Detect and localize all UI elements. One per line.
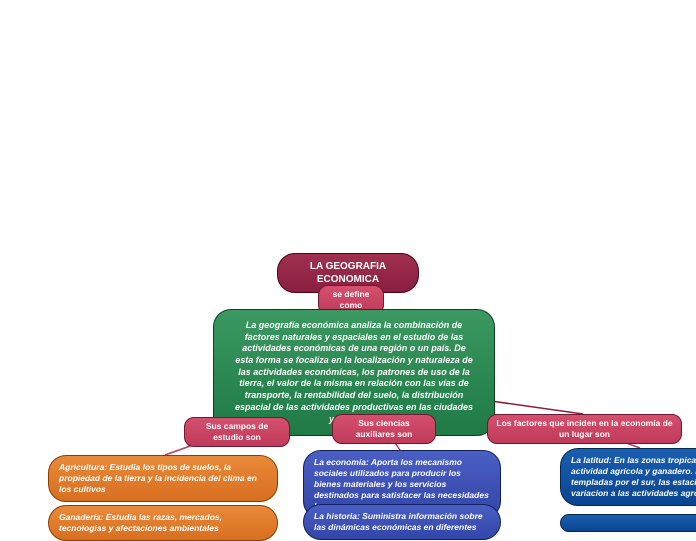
label-factores: Los factores que inciden en la economía …	[487, 414, 682, 444]
label-campos: Sus campos de estudio son	[184, 417, 290, 447]
campos-agricultura: Agricultura: Estudia los tipos de suelos…	[48, 455, 278, 502]
factores-latitud: La latitud: En las zonas tropicales hay …	[560, 448, 696, 506]
factores-suelos	[560, 514, 696, 532]
label-ciencias: Sus ciencias auxiliares son	[332, 414, 436, 444]
campos-ganaderia: Ganadería: Estudia las razas, mercados, …	[48, 505, 278, 541]
ciencias-historia: La historia: Suministra información sobr…	[303, 504, 501, 540]
